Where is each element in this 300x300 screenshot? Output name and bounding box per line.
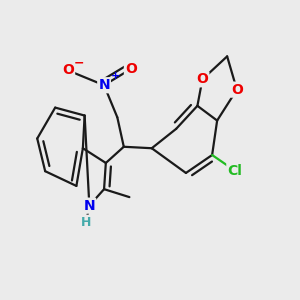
- Text: −: −: [74, 57, 85, 70]
- Text: O: O: [196, 72, 208, 86]
- Text: N: N: [98, 78, 110, 92]
- Text: H: H: [81, 216, 91, 229]
- Text: Cl: Cl: [227, 164, 242, 178]
- Text: N: N: [83, 199, 95, 213]
- Text: +: +: [111, 71, 121, 81]
- Text: O: O: [231, 82, 243, 97]
- Text: O: O: [125, 62, 137, 76]
- Text: O: O: [62, 64, 74, 77]
